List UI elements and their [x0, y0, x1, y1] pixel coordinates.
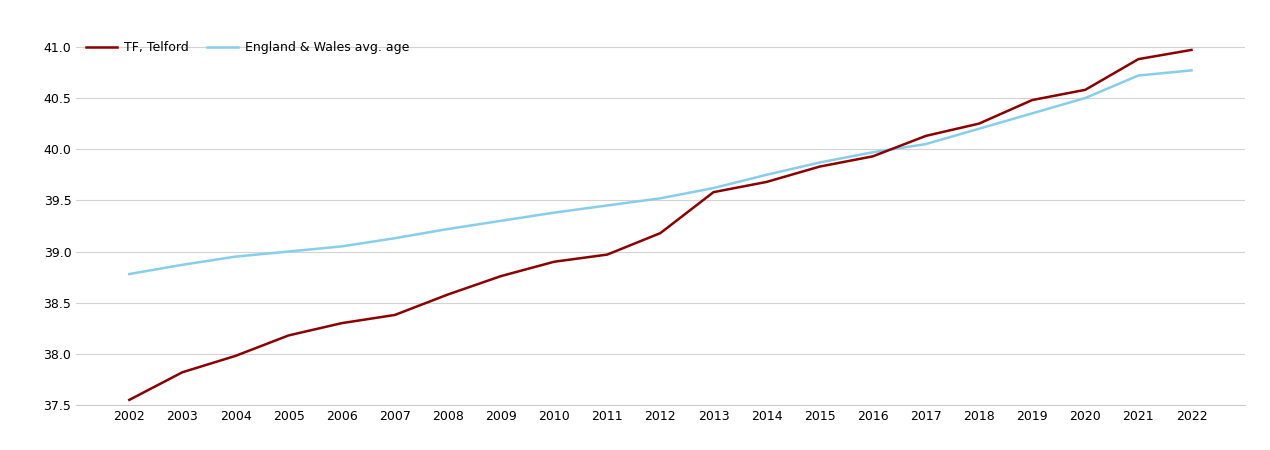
Legend: TF, Telford, England & Wales avg. age: TF, Telford, England & Wales avg. age	[83, 38, 413, 58]
TF, Telford	[175, 369, 190, 375]
TF, Telford	[1078, 87, 1093, 93]
TF, Telford	[441, 292, 456, 297]
England & Wales avg. age	[653, 196, 668, 201]
Line: TF, Telford: TF, Telford	[130, 50, 1191, 400]
TF, Telford	[812, 164, 827, 169]
Line: England & Wales avg. age: England & Wales avg. age	[130, 70, 1191, 274]
England & Wales avg. age	[972, 126, 987, 131]
England & Wales avg. age	[441, 226, 456, 232]
TF, Telford	[546, 259, 561, 265]
England & Wales avg. age	[175, 262, 190, 267]
TF, Telford	[865, 153, 880, 159]
England & Wales avg. age	[281, 249, 296, 254]
England & Wales avg. age	[918, 141, 933, 147]
England & Wales avg. age	[227, 254, 243, 259]
TF, Telford	[759, 179, 775, 184]
England & Wales avg. age	[1184, 68, 1199, 73]
TF, Telford	[918, 133, 933, 139]
England & Wales avg. age	[865, 149, 880, 155]
TF, Telford	[281, 333, 296, 338]
England & Wales avg. age	[1130, 73, 1146, 78]
TF, Telford	[494, 273, 509, 279]
TF, Telford	[387, 312, 403, 318]
England & Wales avg. age	[334, 244, 349, 249]
TF, Telford	[972, 121, 987, 126]
England & Wales avg. age	[1078, 95, 1093, 101]
TF, Telford	[122, 397, 137, 403]
England & Wales avg. age	[599, 203, 615, 208]
England & Wales avg. age	[546, 210, 561, 215]
England & Wales avg. age	[122, 271, 137, 277]
England & Wales avg. age	[387, 235, 403, 241]
England & Wales avg. age	[759, 172, 775, 177]
TF, Telford	[653, 230, 668, 236]
England & Wales avg. age	[706, 185, 721, 191]
TF, Telford	[599, 252, 615, 257]
TF, Telford	[706, 189, 721, 195]
TF, Telford	[334, 320, 349, 326]
England & Wales avg. age	[812, 160, 827, 165]
England & Wales avg. age	[494, 218, 509, 224]
England & Wales avg. age	[1025, 111, 1040, 116]
TF, Telford	[1025, 97, 1040, 103]
TF, Telford	[227, 353, 243, 359]
TF, Telford	[1184, 47, 1199, 53]
TF, Telford	[1130, 56, 1146, 62]
